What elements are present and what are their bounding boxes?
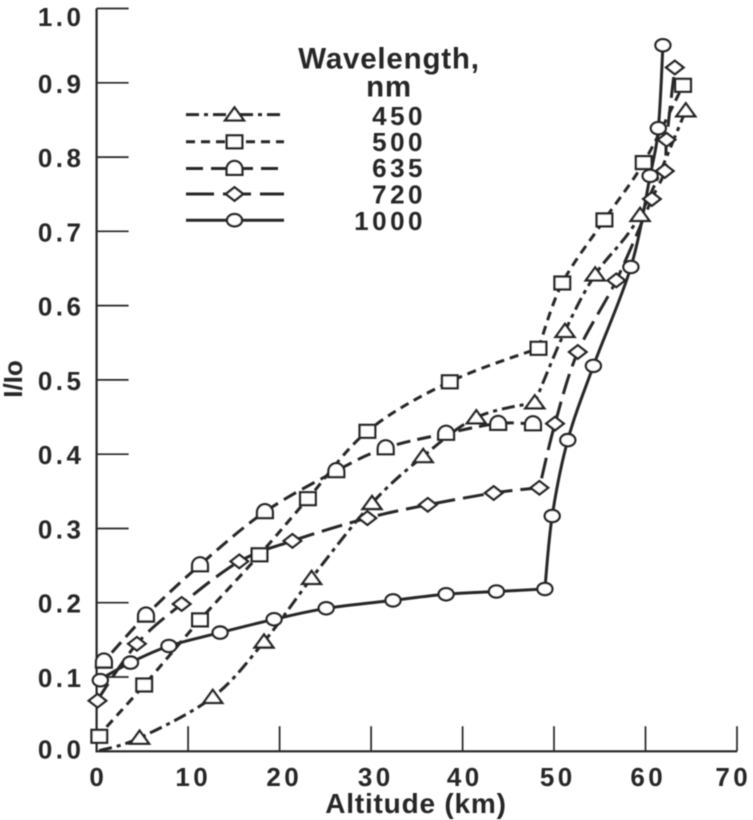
svg-text:0.9: 0.9 — [38, 69, 85, 99]
svg-text:0.0: 0.0 — [38, 734, 85, 764]
svg-text:40: 40 — [447, 762, 483, 792]
svg-text:450: 450 — [372, 101, 426, 131]
svg-text:60: 60 — [630, 762, 666, 792]
svg-text:0.8: 0.8 — [38, 143, 85, 173]
svg-text:0.3: 0.3 — [38, 515, 85, 545]
svg-text:500: 500 — [372, 127, 426, 157]
svg-text:Altitude (km): Altitude (km) — [325, 788, 507, 819]
svg-text:nm: nm — [366, 70, 412, 103]
svg-text:635: 635 — [372, 153, 426, 183]
svg-text:1.0: 1.0 — [38, 2, 85, 32]
svg-text:50: 50 — [540, 762, 576, 792]
svg-text:0.5: 0.5 — [38, 366, 85, 396]
svg-text:Wavelength,: Wavelength, — [298, 43, 479, 76]
svg-text:0.2: 0.2 — [38, 589, 85, 619]
svg-text:720: 720 — [372, 179, 426, 209]
svg-text:30: 30 — [358, 762, 394, 792]
svg-text:1000: 1000 — [354, 206, 426, 236]
svg-text:0.1: 0.1 — [38, 663, 85, 693]
svg-text:10: 10 — [175, 762, 211, 792]
svg-text:70: 70 — [715, 762, 751, 792]
svg-text:20: 20 — [266, 762, 302, 792]
svg-text:0.4: 0.4 — [38, 440, 85, 470]
svg-text:0: 0 — [89, 762, 107, 792]
svg-text:I/Io: I/Io — [0, 360, 28, 398]
svg-text:0.7: 0.7 — [38, 217, 85, 247]
svg-text:0.6: 0.6 — [38, 292, 85, 322]
